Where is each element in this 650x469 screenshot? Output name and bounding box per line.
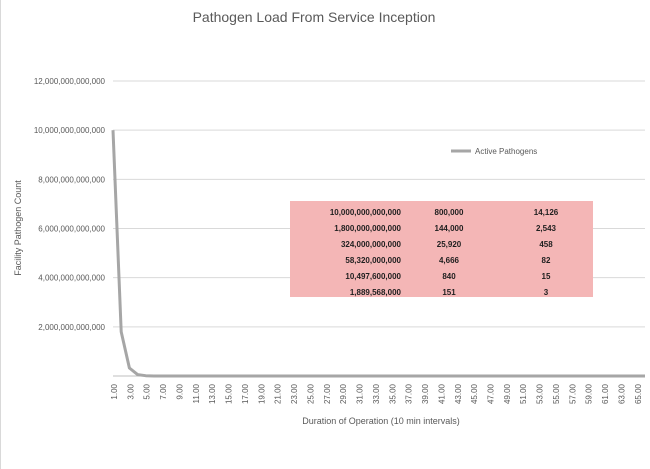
x-tick-label: 1.00 (110, 383, 119, 399)
x-tick-label: 37.00 (405, 383, 414, 404)
table-cell: 10,000,000,000,000 (330, 208, 402, 217)
x-tick-label: 13.00 (208, 383, 217, 404)
y-tick-label: 2,000,000,000,000 (38, 323, 105, 332)
x-tick-label: 7.00 (159, 383, 168, 399)
table-cell: 151 (442, 288, 456, 297)
table-cell: 3 (544, 288, 549, 297)
x-tick-label: 45.00 (470, 383, 479, 404)
x-tick-label: 57.00 (568, 383, 577, 404)
x-tick-label: 9.00 (175, 383, 184, 399)
table-background (290, 201, 593, 297)
x-tick-label: 55.00 (552, 383, 561, 404)
x-tick-label: 59.00 (585, 383, 594, 404)
x-tick-label: 43.00 (454, 383, 463, 404)
x-tick-label: 35.00 (388, 383, 397, 404)
x-tick-label: 51.00 (519, 383, 528, 404)
x-tick-label: 65.00 (634, 383, 643, 404)
x-tick-label: 23.00 (290, 383, 299, 404)
x-tick-label: 47.00 (486, 383, 495, 404)
legend-label: Active Pathogens (475, 147, 537, 156)
x-tick-label: 31.00 (356, 383, 365, 404)
table-cell: 58,320,000,000 (345, 256, 401, 265)
chart-title: Pathogen Load From Service Inception (193, 9, 436, 25)
series-line-active-pathogens (111, 130, 645, 378)
table-cell: 15 (542, 272, 551, 281)
x-tick-label: 15.00 (225, 383, 234, 404)
x-tick-label: 29.00 (339, 383, 348, 404)
y-tick-label: 4,000,000,000,000 (38, 274, 105, 283)
y-axis: 2,000,000,000,000 4,000,000,000,000 6,000,… (34, 77, 106, 332)
y-axis-title: Facility Pathogen Count (13, 180, 23, 276)
x-tick-label: 27.00 (323, 383, 332, 404)
x-tick-label: 5.00 (143, 383, 152, 399)
x-tick-label: 63.00 (617, 383, 626, 404)
table-cell: 840 (442, 272, 456, 281)
table-cell: 82 (542, 256, 551, 265)
y-tick-label: 12,000,000,000,000 (34, 77, 106, 86)
table-cell: 1,889,568,000 (350, 288, 402, 297)
table-cell: 2,543 (536, 224, 557, 233)
data-table-overlay: 10,000,000,000,000 800,000 14,126 1,800,000… (290, 201, 593, 297)
y-tick-label: 8,000,000,000,000 (38, 175, 105, 184)
table-cell: 324,000,000,000 (341, 240, 402, 249)
x-tick-label: 3.00 (126, 383, 135, 399)
x-tick-label: 61.00 (601, 383, 610, 404)
table-cell: 14,126 (534, 208, 559, 217)
x-tick-label: 21.00 (274, 383, 283, 404)
table-cell: 4,666 (439, 256, 460, 265)
table-cell: 25,920 (437, 240, 462, 249)
series-layer (111, 130, 645, 378)
x-tick-label: 39.00 (421, 383, 430, 404)
x-tick-label: 19.00 (257, 383, 266, 404)
x-tick-label: 17.00 (241, 383, 250, 404)
x-axis: 1.00 3.00 5.00 7.00 9.00 11.00 13.00 15.00 17.00… (110, 383, 643, 404)
y-tick-label: 10,000,000,000,000 (34, 126, 106, 135)
table-cell: 10,497,600,000 (345, 272, 401, 281)
x-tick-label: 25.00 (306, 383, 315, 404)
x-axis-title: Duration of Operation (10 min intervals) (302, 416, 460, 426)
table-cell: 1,800,000,000,000 (334, 224, 401, 233)
table-cell: 458 (539, 240, 553, 249)
table-cell: 800,000 (435, 208, 464, 217)
x-tick-label: 49.00 (503, 383, 512, 404)
legend: Active Pathogens (451, 147, 537, 156)
x-tick-label: 41.00 (437, 383, 446, 404)
table-cell: 144,000 (435, 224, 464, 233)
y-tick-label: 6,000,000,000,000 (38, 225, 105, 234)
x-tick-label: 11.00 (192, 383, 201, 403)
x-tick-label: 53.00 (536, 383, 545, 404)
x-tick-label: 33.00 (372, 383, 381, 404)
